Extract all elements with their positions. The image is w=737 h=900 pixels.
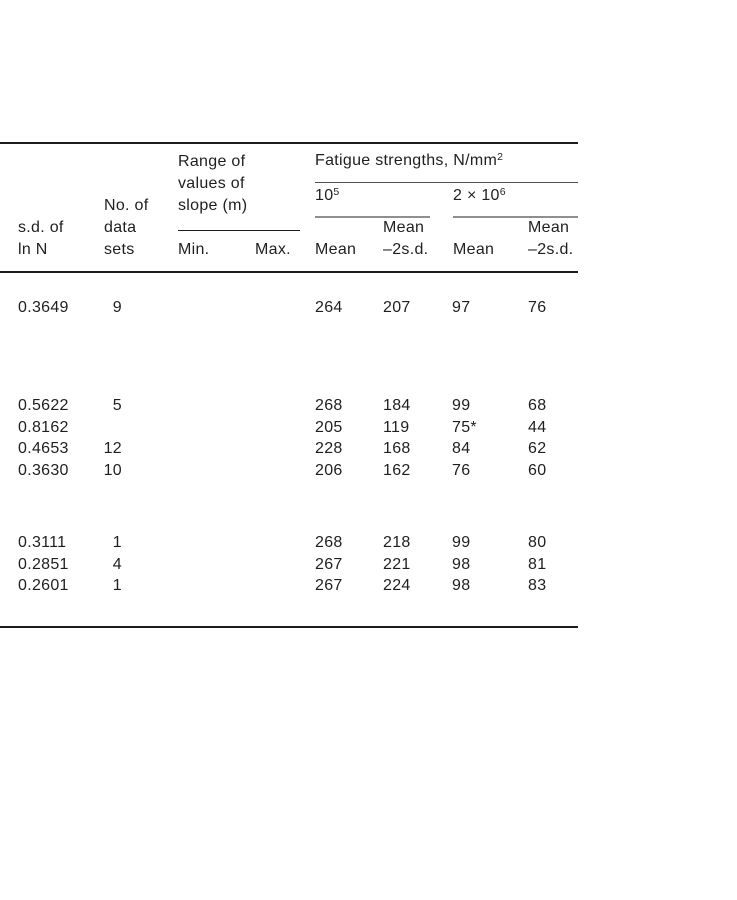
cycles-1e5-base: 10: [315, 187, 334, 204]
rule-2e6-group: [453, 216, 578, 218]
fatigue-label-base: Fatigue strengths, N/mm: [315, 152, 498, 169]
header-sd-line2: ln N: [18, 241, 48, 258]
table-row: 0.3111 1 268 218 99 80: [0, 533, 578, 555]
cell-num-datasets: 1: [112, 534, 122, 551]
table-row: 0.4653 12 228 168 84 62: [0, 439, 578, 461]
cycles-2e6-base: 2 × 10: [453, 187, 500, 204]
rule-slope-group: [178, 229, 300, 232]
table-row: 0.3630 10 206 162 76 60: [0, 461, 578, 483]
table-row: 0.8162 205 119 75* 44: [0, 418, 578, 440]
cell-num-datasets: 5: [112, 397, 122, 414]
cell-sd: 0.3649: [18, 299, 69, 316]
header-1e5-mean-minus-line2: –2s.d.: [383, 241, 429, 258]
cell-2e6-mean: 99: [452, 534, 471, 551]
header-datasets-line2: data: [104, 219, 137, 236]
cell-num-datasets: 9: [112, 299, 122, 316]
cycles-1e5-sup: 5: [333, 185, 340, 198]
cell-2e6-mean: 98: [452, 555, 471, 573]
row-group-3: 0.3111 1 268 218 99 80 0.2851 4 267 221 …: [0, 533, 578, 598]
rule-fatigue-group: [315, 181, 578, 184]
fatigue-label-sup: 2: [497, 150, 503, 163]
cell-1e5-mean: 268: [315, 397, 343, 414]
cell-1e5-mean-minus-2sd: 224: [383, 577, 411, 594]
rule-top: [0, 142, 578, 145]
table-row: 0.5622 5 268 184 99 68: [0, 396, 578, 418]
cell-1e5-mean: 267: [315, 555, 343, 573]
header-2e6-mean: Mean: [453, 241, 495, 258]
cell-sd: 0.3111: [18, 534, 67, 551]
header-2e6-mean-minus-line1: Mean: [528, 219, 570, 236]
cell-num-datasets: 12: [103, 440, 122, 457]
cell-num-datasets: 4: [112, 555, 122, 573]
cell-sd: 0.2601: [18, 577, 69, 594]
cell-1e5-mean-minus-2sd: 162: [383, 461, 411, 479]
cell-2e6-mean: 98: [452, 577, 471, 594]
header-slope-min: Min.: [178, 241, 210, 258]
header-2e6-mean-minus-line2: –2s.d.: [528, 241, 574, 258]
header-cycles-1e5: 105: [315, 185, 339, 208]
cell-2e6-mean: 99: [452, 397, 471, 414]
cell-1e5-mean: 268: [315, 534, 343, 551]
cycles-2e6-sup: 6: [499, 185, 506, 198]
header-slope-line3: slope (m): [178, 197, 248, 214]
cell-sd: 0.8162: [18, 418, 69, 436]
table-row: 0.2601 1 267 224 98 83: [0, 576, 578, 598]
cell-sd: 0.2851: [18, 555, 69, 573]
header-slope-line1: Range of: [178, 153, 246, 170]
rule-header-bottom: [0, 271, 578, 274]
header-slope-line2: values of: [178, 175, 245, 192]
cell-2e6-mean: 76: [452, 461, 471, 479]
row-group-1: 0.3649 9 264 207 97 76: [0, 298, 578, 320]
cell-1e5-mean-minus-2sd: 119: [383, 418, 410, 436]
cell-2e6-mean: 75*: [452, 418, 477, 436]
table-row: 0.2851 4 267 221 98 81: [0, 555, 578, 577]
cell-1e5-mean-minus-2sd: 207: [383, 299, 411, 316]
row-group-2: 0.5622 5 268 184 99 68 0.8162 205 119 75…: [0, 396, 578, 482]
cell-1e5-mean: 205: [315, 418, 343, 436]
cell-1e5-mean-minus-2sd: 221: [383, 555, 411, 573]
cell-2e6-mean-minus-2sd: 80: [528, 534, 547, 551]
cell-1e5-mean-minus-2sd: 218: [383, 534, 411, 551]
cell-sd: 0.5622: [18, 397, 69, 414]
cell-2e6-mean: 84: [452, 440, 471, 457]
header-1e5-mean-minus-line1: Mean: [383, 219, 425, 236]
cell-1e5-mean-minus-2sd: 168: [383, 440, 411, 457]
rule-bottom: [0, 625, 578, 628]
cell-2e6-mean-minus-2sd: 44: [528, 418, 547, 436]
header-slope-max: Max.: [255, 241, 291, 258]
cell-1e5-mean: 264: [315, 299, 343, 316]
header-fatigue-strengths: Fatigue strengths, N/mm2: [315, 150, 503, 173]
header-cycles-2e6: 2 × 106: [453, 185, 506, 208]
cell-2e6-mean-minus-2sd: 68: [528, 397, 547, 414]
cell-sd: 0.4653: [18, 440, 69, 457]
cell-sd: 0.3630: [18, 461, 69, 479]
cell-2e6-mean-minus-2sd: 60: [528, 461, 547, 479]
cell-2e6-mean-minus-2sd: 62: [528, 440, 547, 457]
cell-num-datasets: 10: [103, 461, 122, 479]
cell-num-datasets: 1: [112, 577, 122, 594]
header-1e5-mean: Mean: [315, 241, 357, 258]
cell-2e6-mean-minus-2sd: 76: [528, 299, 547, 316]
header-datasets-line1: No. of: [104, 197, 149, 214]
header-sd-line1: s.d. of: [18, 219, 64, 236]
cell-2e6-mean-minus-2sd: 83: [528, 577, 547, 594]
cell-1e5-mean: 267: [315, 577, 343, 594]
cell-2e6-mean: 97: [452, 299, 471, 316]
cell-2e6-mean-minus-2sd: 81: [528, 555, 547, 573]
cell-1e5-mean: 206: [315, 461, 343, 479]
cell-1e5-mean: 228: [315, 440, 343, 457]
cell-1e5-mean-minus-2sd: 184: [383, 397, 411, 414]
rule-1e5-group: [315, 216, 430, 218]
table-row: 0.3649 9 264 207 97 76: [0, 298, 578, 320]
header-datasets-line3: sets: [104, 241, 135, 258]
